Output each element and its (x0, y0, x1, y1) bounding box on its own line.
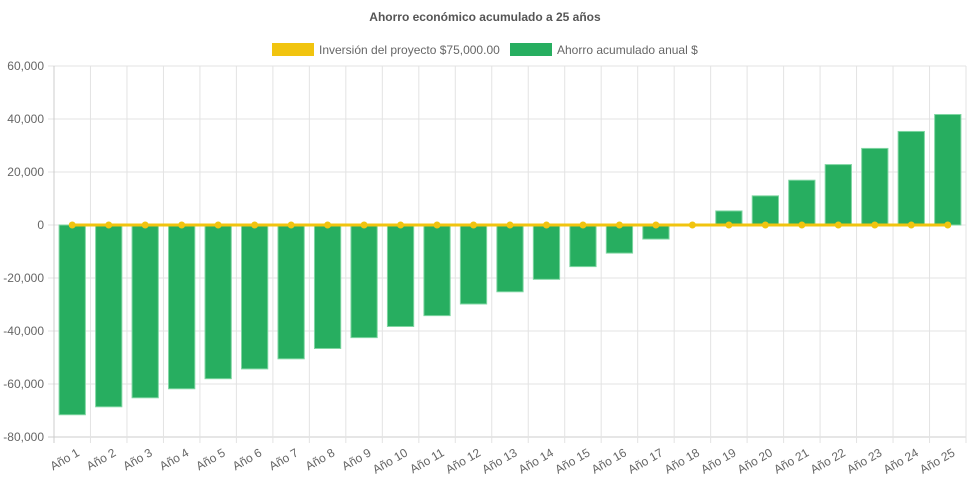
investment-point (944, 222, 951, 229)
bar-savings (606, 225, 632, 253)
investment-point (397, 222, 404, 229)
investment-point (762, 222, 769, 229)
y-tick-label: -20,000 (3, 271, 44, 285)
x-tick-label: Año 24 (881, 445, 921, 476)
bar-savings (351, 225, 377, 338)
bar-savings (169, 225, 195, 389)
y-tick-label: 40,000 (7, 112, 44, 126)
legend-label-savings: Ahorro acumulado anual $ (557, 43, 698, 57)
x-tick-label: Año 3 (121, 445, 155, 473)
y-axis: 60,000 40,000 20,000 0 -20,000 -40,000 -60,000… (3, 59, 44, 444)
legend-swatch-investment (272, 43, 314, 56)
investment-point (507, 222, 514, 229)
investment-point (871, 222, 878, 229)
x-tick-label: Año 12 (443, 445, 483, 476)
bar-savings (460, 225, 486, 304)
x-tick-label: Año 14 (516, 445, 556, 476)
chart-title: Ahorro económico acumulado a 25 años (369, 10, 601, 24)
investment-point (798, 222, 805, 229)
x-tick-label: Año 1 (48, 445, 82, 473)
bar-savings (789, 180, 815, 225)
bar-savings (862, 148, 888, 225)
investment-point (251, 222, 258, 229)
investment-line (69, 222, 952, 229)
x-tick-label: Año 23 (844, 445, 884, 476)
bar-savings (242, 225, 268, 369)
bar-savings (59, 225, 85, 415)
x-tick-label: Año 13 (480, 445, 520, 476)
bars (59, 114, 961, 414)
y-tick-label: -60,000 (3, 377, 44, 391)
bar-savings (387, 225, 413, 326)
investment-point (434, 222, 441, 229)
y-tick-label: 60,000 (7, 59, 44, 73)
investment-point (616, 222, 623, 229)
investment-point (470, 222, 477, 229)
bar-savings (935, 114, 961, 225)
legend-item-investment[interactable]: Inversión del proyecto $75,000.00 (272, 43, 500, 57)
x-tick-label: Año 10 (370, 445, 410, 476)
x-tick-label: Año 22 (808, 445, 848, 476)
legend-item-savings[interactable]: Ahorro acumulado anual $ (510, 43, 698, 57)
bar-savings (825, 165, 851, 225)
bar-savings (132, 225, 158, 398)
investment-point (543, 222, 550, 229)
x-tick-label: Año 7 (266, 445, 300, 473)
investment-point (178, 222, 185, 229)
investment-point (105, 222, 112, 229)
bar-savings (205, 225, 231, 379)
investment-point (835, 222, 842, 229)
legend-swatch-savings (510, 43, 552, 56)
x-tick-label: Año 8 (303, 445, 337, 473)
bar-savings (570, 225, 596, 267)
y-tick-label: -80,000 (3, 430, 44, 444)
investment-point (361, 222, 368, 229)
investment-point (908, 222, 915, 229)
investment-point (725, 222, 732, 229)
y-tick-label: 20,000 (7, 165, 44, 179)
bar-savings (278, 225, 304, 359)
x-tick-label: Año 6 (230, 445, 264, 473)
investment-point (324, 222, 331, 229)
x-tick-label: Año 21 (771, 445, 811, 476)
bar-savings (424, 225, 450, 316)
investment-point (215, 222, 222, 229)
x-tick-label: Año 16 (589, 445, 629, 476)
bar-savings (898, 131, 924, 225)
investment-point (652, 222, 659, 229)
x-tick-label: Año 15 (553, 445, 593, 476)
x-tick-label: Año 2 (84, 445, 118, 473)
bar-savings (497, 225, 523, 292)
x-tick-label: Año 25 (917, 445, 957, 476)
legend-label-investment: Inversión del proyecto $75,000.00 (319, 43, 500, 57)
x-tick-label: Año 4 (157, 445, 191, 473)
bar-savings (533, 225, 559, 279)
x-tick-label: Año 5 (194, 445, 228, 473)
y-tick-label: -40,000 (3, 324, 44, 338)
x-tick-label: Año 17 (625, 445, 665, 476)
investment-point (69, 222, 76, 229)
bar-savings (314, 225, 340, 348)
investment-point (142, 222, 149, 229)
investment-point (288, 222, 295, 229)
x-tick-label: Año 11 (407, 445, 446, 476)
x-tick-label: Año 19 (698, 445, 738, 476)
investment-point (689, 222, 696, 229)
x-tick-label: Año 18 (662, 445, 702, 476)
x-tick-label: Año 9 (339, 445, 373, 473)
bar-savings (752, 196, 778, 225)
bar-savings (96, 225, 122, 407)
legend: Inversión del proyecto $75,000.00 Ahorro… (272, 43, 698, 57)
x-tick-label: Año 20 (735, 445, 775, 476)
investment-point (579, 222, 586, 229)
y-tick-label: 0 (37, 218, 44, 232)
